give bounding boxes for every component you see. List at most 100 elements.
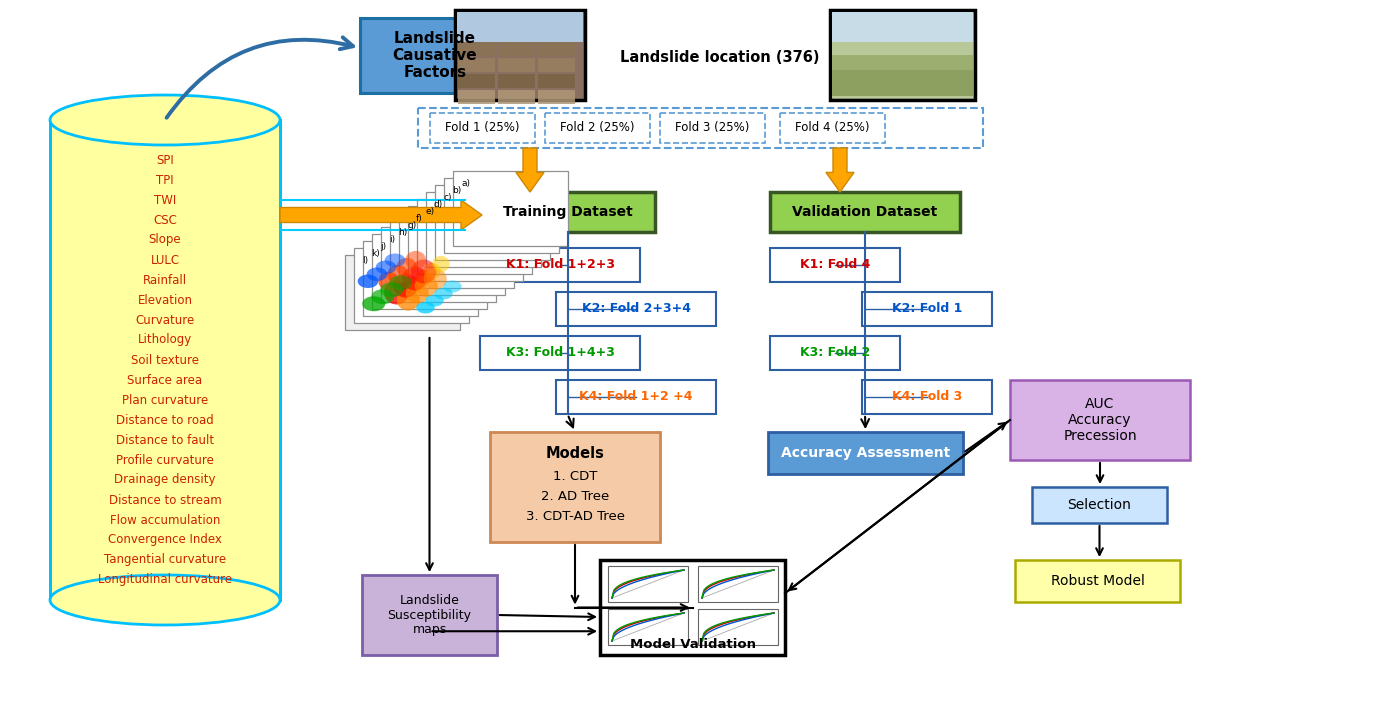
- Text: TWI: TWI: [155, 193, 177, 207]
- Text: Landslide
Causative
Factors: Landslide Causative Factors: [393, 31, 477, 80]
- Ellipse shape: [375, 261, 396, 274]
- FancyBboxPatch shape: [538, 58, 575, 72]
- Text: Curvature: Curvature: [135, 314, 195, 326]
- Ellipse shape: [406, 283, 429, 304]
- FancyBboxPatch shape: [1010, 380, 1190, 460]
- FancyBboxPatch shape: [498, 90, 535, 104]
- FancyBboxPatch shape: [490, 432, 660, 542]
- Ellipse shape: [381, 282, 403, 297]
- Text: Elevation: Elevation: [138, 293, 192, 307]
- Text: Distance to fault: Distance to fault: [116, 434, 214, 446]
- Text: Fold 2 (25%): Fold 2 (25%): [560, 122, 635, 134]
- FancyBboxPatch shape: [444, 178, 559, 253]
- Ellipse shape: [411, 259, 436, 283]
- FancyBboxPatch shape: [426, 192, 541, 267]
- FancyBboxPatch shape: [556, 380, 716, 414]
- Text: Accuracy Assessment: Accuracy Assessment: [781, 446, 949, 460]
- Ellipse shape: [406, 277, 422, 293]
- FancyBboxPatch shape: [1032, 487, 1167, 523]
- Ellipse shape: [50, 95, 280, 145]
- FancyBboxPatch shape: [600, 560, 785, 655]
- FancyBboxPatch shape: [381, 227, 495, 302]
- FancyBboxPatch shape: [458, 58, 495, 72]
- Text: K2: Fold 2+3+4: K2: Fold 2+3+4: [581, 302, 690, 316]
- Ellipse shape: [384, 280, 410, 304]
- FancyBboxPatch shape: [1016, 560, 1180, 602]
- Text: Validation Dataset: Validation Dataset: [792, 205, 937, 219]
- Ellipse shape: [402, 266, 428, 290]
- Text: Selection: Selection: [1068, 498, 1132, 512]
- Ellipse shape: [432, 256, 450, 272]
- FancyBboxPatch shape: [498, 58, 535, 72]
- Ellipse shape: [424, 269, 447, 290]
- FancyBboxPatch shape: [458, 74, 495, 88]
- Text: d): d): [433, 200, 443, 209]
- Text: Convergence Index: Convergence Index: [108, 534, 222, 546]
- Text: K3: Fold 2: K3: Fold 2: [800, 347, 871, 359]
- FancyBboxPatch shape: [458, 90, 495, 104]
- Text: SPI: SPI: [156, 153, 174, 167]
- Ellipse shape: [378, 272, 399, 290]
- Text: 3. CDT-AD Tree: 3. CDT-AD Tree: [526, 510, 625, 524]
- Text: Lithology: Lithology: [138, 333, 192, 347]
- FancyBboxPatch shape: [769, 432, 963, 474]
- FancyBboxPatch shape: [498, 42, 535, 56]
- Text: K2: Fold 1: K2: Fold 1: [891, 302, 962, 316]
- Polygon shape: [516, 148, 544, 192]
- FancyBboxPatch shape: [408, 206, 523, 281]
- FancyBboxPatch shape: [417, 199, 533, 274]
- Text: e): e): [425, 207, 435, 216]
- FancyBboxPatch shape: [770, 248, 900, 282]
- Text: l): l): [362, 256, 368, 265]
- Text: 2. AD Tree: 2. AD Tree: [541, 491, 609, 503]
- Text: AUC
Accuracy
Precession: AUC Accuracy Precession: [1063, 396, 1137, 443]
- Text: Fold 4 (25%): Fold 4 (25%): [795, 122, 869, 134]
- Ellipse shape: [393, 273, 418, 297]
- FancyBboxPatch shape: [431, 113, 535, 143]
- Text: Distance to stream: Distance to stream: [109, 494, 221, 506]
- Polygon shape: [280, 200, 482, 230]
- FancyBboxPatch shape: [538, 42, 575, 56]
- FancyBboxPatch shape: [770, 336, 900, 370]
- FancyBboxPatch shape: [458, 42, 495, 56]
- Text: k): k): [371, 249, 380, 258]
- Text: Rainfall: Rainfall: [144, 273, 188, 287]
- FancyBboxPatch shape: [832, 55, 973, 96]
- Text: Soil texture: Soil texture: [131, 354, 199, 366]
- Ellipse shape: [415, 276, 437, 297]
- Ellipse shape: [443, 280, 462, 292]
- Text: Profile curvature: Profile curvature: [116, 453, 214, 467]
- FancyBboxPatch shape: [780, 113, 885, 143]
- FancyBboxPatch shape: [609, 566, 689, 602]
- FancyBboxPatch shape: [698, 609, 778, 645]
- Text: Fold 3 (25%): Fold 3 (25%): [675, 122, 749, 134]
- FancyBboxPatch shape: [435, 185, 551, 260]
- FancyBboxPatch shape: [480, 336, 640, 370]
- FancyBboxPatch shape: [480, 248, 640, 282]
- Ellipse shape: [406, 251, 426, 270]
- Ellipse shape: [435, 288, 453, 299]
- FancyBboxPatch shape: [345, 255, 460, 330]
- Text: K4: Fold 3: K4: Fold 3: [891, 390, 962, 404]
- FancyBboxPatch shape: [862, 292, 992, 326]
- Text: Models: Models: [545, 446, 604, 461]
- Text: Plan curvature: Plan curvature: [121, 394, 208, 406]
- Text: Slope: Slope: [149, 233, 181, 247]
- Text: Model Validation: Model Validation: [629, 638, 755, 652]
- FancyBboxPatch shape: [453, 171, 569, 246]
- Text: Landslide
Susceptibility
maps: Landslide Susceptibility maps: [388, 593, 472, 636]
- FancyBboxPatch shape: [609, 609, 689, 645]
- Text: i): i): [389, 235, 395, 244]
- FancyBboxPatch shape: [556, 292, 716, 326]
- FancyBboxPatch shape: [832, 42, 973, 98]
- FancyBboxPatch shape: [832, 70, 973, 96]
- Ellipse shape: [357, 274, 378, 288]
- Text: g): g): [407, 221, 417, 230]
- Text: Longitudinal curvature: Longitudinal curvature: [98, 574, 232, 586]
- FancyBboxPatch shape: [373, 234, 487, 309]
- Text: K3: Fold 1+4+3: K3: Fold 1+4+3: [505, 347, 614, 359]
- Ellipse shape: [425, 295, 444, 307]
- Ellipse shape: [388, 265, 408, 283]
- Text: Flow accumulation: Flow accumulation: [110, 513, 221, 527]
- Text: c): c): [443, 193, 451, 202]
